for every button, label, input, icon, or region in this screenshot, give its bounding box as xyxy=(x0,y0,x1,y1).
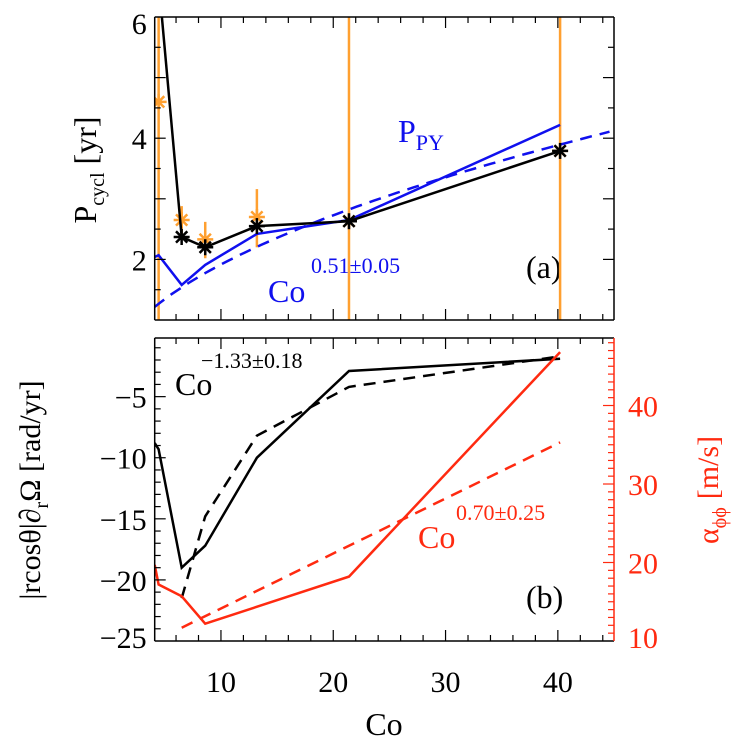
panel-b-left-ytick-label: −25 xyxy=(100,622,147,655)
left-ylabel-sub: r xyxy=(31,501,53,508)
fit-b-black-label-base: Co xyxy=(175,366,212,402)
panel-b-plot-area xyxy=(154,351,562,629)
left-ylabel-main: |rcosθ|∂ xyxy=(14,508,47,599)
ppy-sub: PY xyxy=(416,130,444,155)
fit-b-red-label-base: Co xyxy=(418,519,455,555)
pcycl-data-point-stroke xyxy=(553,144,567,158)
panel-b-left-ylabel: |rcosθ|∂rΩ [rad/yr] xyxy=(14,380,53,599)
ppy-legend: PPY xyxy=(398,113,444,155)
right-ylabel-main: α xyxy=(692,528,725,544)
panel-b-right-ytick-label: 40 xyxy=(628,391,658,424)
panel-b-right-ylabel: αϕϕ [m/s] xyxy=(692,436,731,544)
fit-b-black-label-exponent: −1.33±0.18 xyxy=(201,348,302,373)
pcycl-line xyxy=(160,17,561,249)
panel-b-left-ytick-label: −5 xyxy=(115,382,147,415)
ylabel-main: P xyxy=(67,206,103,224)
pcycl-data-point xyxy=(248,218,265,235)
panel-b-right-ytick-label: 30 xyxy=(628,469,658,502)
panel-b-right-ytick-label: 10 xyxy=(628,622,658,655)
panel-a-ytick-label: 6 xyxy=(132,8,147,41)
xtick-label: 30 xyxy=(431,666,461,699)
panel-b-left-ytick-label: −15 xyxy=(100,504,147,537)
svg-text:|rcosθ|∂rΩ [rad/yr]: |rcosθ|∂rΩ [rad/yr] xyxy=(14,380,53,599)
right-ylabel-sub: ϕϕ xyxy=(709,507,731,528)
ylabel-unit: [yr] xyxy=(67,116,103,164)
panel-b-label: (b) xyxy=(526,579,563,615)
xtick-label: 40 xyxy=(543,666,573,699)
xtick-label: 10 xyxy=(206,666,236,699)
ylabel-sub: cycl xyxy=(87,172,109,206)
panel-b-left-ytick-label: −10 xyxy=(100,443,147,476)
pcycl-data-point-stroke xyxy=(250,219,264,233)
pcycl-data-point-stroke xyxy=(198,240,212,254)
right-ylabel-unit: [m/s] xyxy=(692,436,725,499)
panel-a-label: (a) xyxy=(526,249,562,285)
blue-fit-line xyxy=(154,130,610,308)
pcycl-data-point xyxy=(552,142,569,159)
panel-a-ylabel: Pcycl [yr] xyxy=(67,116,109,223)
pcycl-data-point xyxy=(173,228,190,245)
panel-b-left-ytick-label: −20 xyxy=(100,565,147,598)
orange-data-point-stroke xyxy=(175,213,189,227)
fit-a-label-exponent: 0.51±0.05 xyxy=(311,253,400,278)
pcycl-data-point xyxy=(197,239,214,256)
left-ylabel-rest: Ω [rad/yr] xyxy=(14,380,47,501)
xlabel: Co xyxy=(365,706,402,742)
svg-text:Pcycl[yr]: Pcycl [yr] xyxy=(67,116,109,223)
pcycl-data-point-stroke xyxy=(342,214,356,228)
panel-b-right-ytick-label: 20 xyxy=(628,548,658,581)
pcycl-data-point-stroke xyxy=(175,230,189,244)
panel-a-plot-area xyxy=(154,17,610,320)
shear-dashed-line xyxy=(180,355,561,599)
alpha-dashed-line xyxy=(181,441,561,629)
alpha-solid-line xyxy=(154,351,562,626)
fit-a-label-base: Co xyxy=(268,273,305,309)
svg-text:αϕϕ[m/s]: αϕϕ [m/s] xyxy=(692,436,731,544)
xtick-label: 20 xyxy=(318,666,348,699)
panel-a-ytick-label: 4 xyxy=(132,123,147,156)
shear-solid-line xyxy=(154,357,561,571)
panel-a-ytick-label: 2 xyxy=(132,244,147,277)
ppy-main: P xyxy=(398,113,416,149)
pcycl-data-point xyxy=(340,213,357,230)
fit-b-red-label-exponent: 0.70±0.25 xyxy=(456,500,545,525)
